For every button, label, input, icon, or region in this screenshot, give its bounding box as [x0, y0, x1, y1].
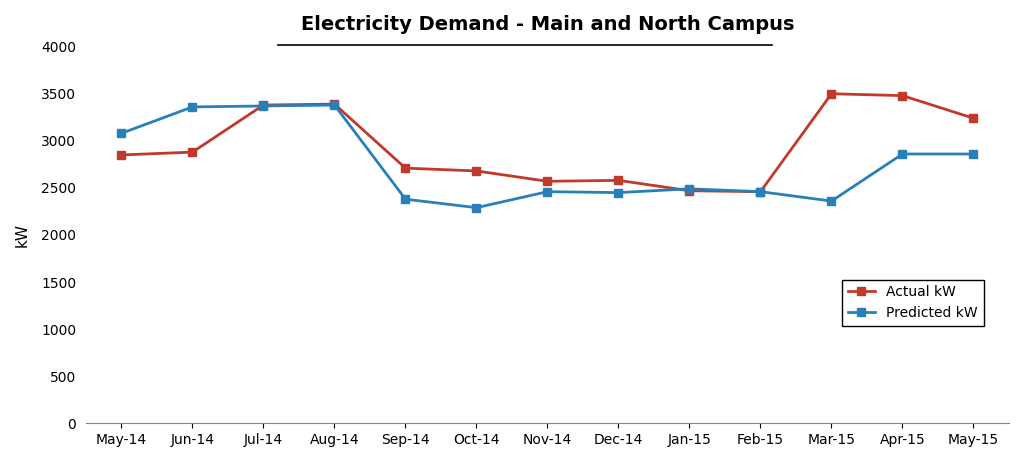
Actual kW — [542, 178, 554, 184]
Actual kW — [755, 189, 767, 195]
Actual kW — [329, 101, 341, 107]
Predicted kW — [683, 186, 695, 192]
Actual kW — [470, 168, 482, 174]
Actual kW — [257, 102, 269, 108]
Actual kW — [116, 152, 128, 158]
Actual kW — [968, 116, 980, 121]
Actual kW — [612, 177, 625, 183]
Predicted kW — [542, 189, 554, 195]
Predicted kW — [470, 205, 482, 210]
Title: Electricity Demand - Main and North Campus: Electricity Demand - Main and North Camp… — [301, 15, 795, 34]
Line: Predicted kW: Predicted kW — [118, 101, 978, 212]
Predicted kW — [329, 102, 341, 108]
Legend: Actual kW, Predicted kW: Actual kW, Predicted kW — [842, 280, 984, 326]
Y-axis label: kW: kW — [15, 223, 30, 247]
Predicted kW — [116, 131, 128, 136]
Predicted kW — [968, 151, 980, 157]
Actual kW — [896, 93, 908, 98]
Predicted kW — [399, 196, 412, 202]
Predicted kW — [612, 190, 625, 195]
Actual kW — [825, 91, 838, 97]
Predicted kW — [825, 198, 838, 204]
Actual kW — [186, 149, 199, 155]
Actual kW — [399, 165, 412, 171]
Actual kW — [683, 188, 695, 194]
Line: Actual kW: Actual kW — [118, 90, 978, 196]
Predicted kW — [257, 103, 269, 109]
Predicted kW — [755, 189, 767, 195]
Predicted kW — [186, 104, 199, 109]
Predicted kW — [896, 151, 908, 157]
